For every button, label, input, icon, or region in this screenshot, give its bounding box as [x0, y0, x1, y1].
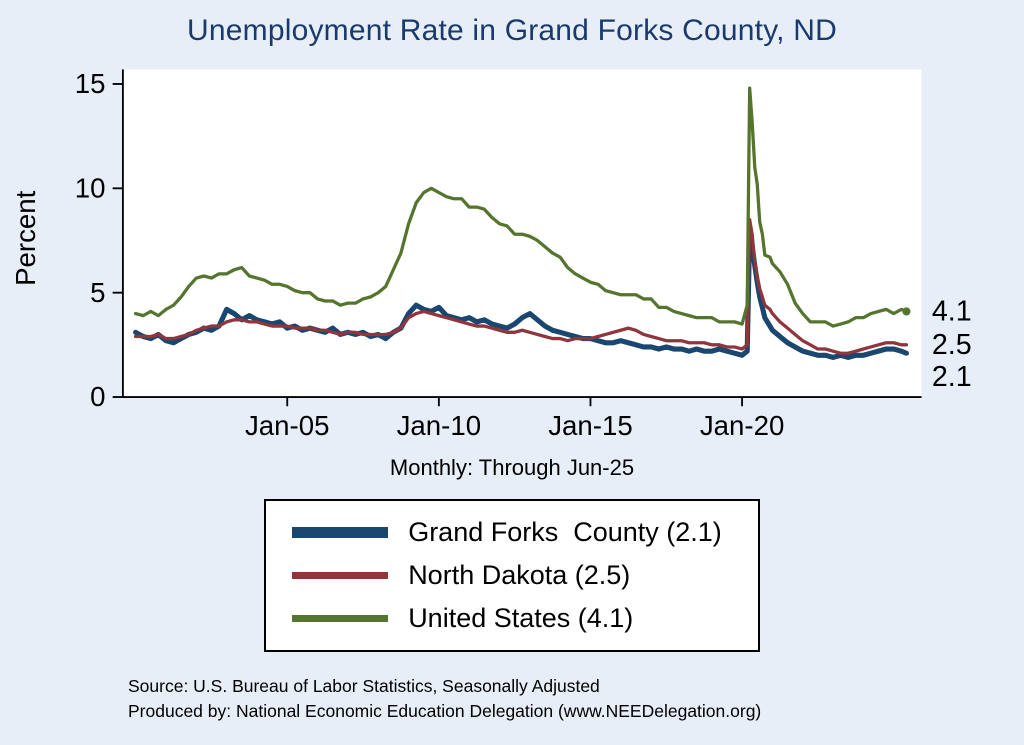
svg-text:15: 15: [75, 68, 106, 99]
legend-item-united-states: United States (4.1): [292, 603, 722, 634]
svg-text:Jan-15: Jan-15: [548, 410, 632, 441]
legend-label-north-dakota: North Dakota (2.5): [408, 560, 631, 591]
chart-title: Unemployment Rate in Grand Forks County,…: [187, 14, 837, 47]
chart-subtitle: Monthly: Through Jun-25: [389, 455, 635, 481]
svg-text:2.1: 2.1: [932, 361, 972, 393]
source-notes: Source: U.S. Bureau of Labor Statistics,…: [128, 674, 1024, 723]
svg-text:Jan-10: Jan-10: [397, 410, 481, 441]
svg-text:0: 0: [90, 381, 105, 412]
svg-text:5: 5: [90, 277, 105, 308]
legend: Grand Forks County (2.1) North Dakota (2…: [264, 499, 760, 653]
y-axis-title: Percent: [10, 190, 41, 286]
legend-label-united-states: United States (4.1): [408, 603, 634, 634]
svg-text:2.5: 2.5: [932, 329, 972, 361]
produced-by-note: Produced by: National Economic Education…: [128, 700, 762, 721]
legend-swatch-united-states: [292, 614, 389, 623]
chart-plot: Percent 0 5 10 15 Jan-05 Jan-10 Jan-15 Jan-20 4.…: [10, 68, 972, 441]
svg-text:Jan-05: Jan-05: [245, 410, 329, 441]
svg-text:10: 10: [75, 173, 106, 204]
legend-swatch-north-dakota: [292, 571, 389, 580]
legend-label-grand-forks: Grand Forks County (2.1): [408, 517, 722, 548]
legend-item-north-dakota: North Dakota (2.5): [292, 560, 722, 591]
plot-layer: 0 5 10 15 Jan-05 Jan-10 Jan-15 Jan-20 4.12.52.1: [75, 68, 972, 441]
source-note: Source: U.S. Bureau of Labor Statistics,…: [128, 676, 600, 697]
legend-swatch-grand-forks: [292, 526, 389, 539]
svg-text:4.1: 4.1: [932, 296, 972, 328]
legend-item-grand-forks: Grand Forks County (2.1): [292, 517, 722, 548]
svg-text:Jan-20: Jan-20: [700, 410, 784, 441]
